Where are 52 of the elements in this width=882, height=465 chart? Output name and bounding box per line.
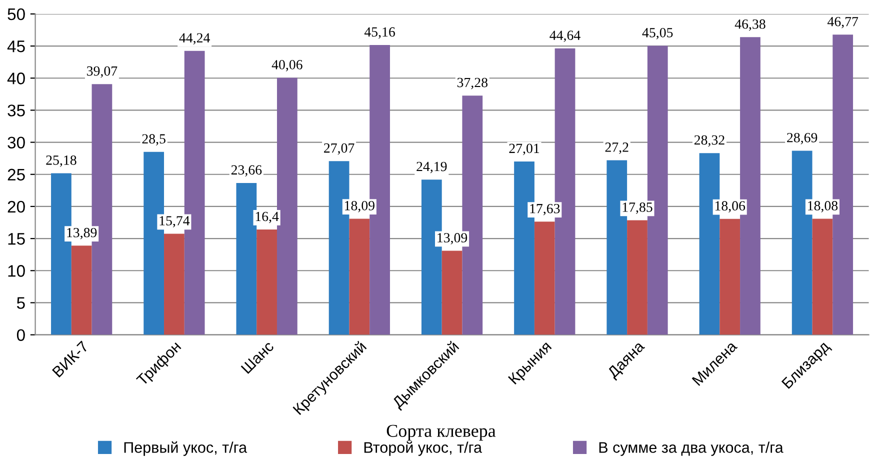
y-tick-label: 25 xyxy=(8,168,25,181)
y-tick-label: 10 xyxy=(8,265,25,277)
bar xyxy=(349,218,370,335)
y-tick-label: 50 xyxy=(8,8,25,20)
y-tick-label: 0 xyxy=(16,329,25,342)
y-tick-label: 40 xyxy=(7,72,25,84)
data-label: 27,01 xyxy=(509,144,540,156)
bar xyxy=(627,220,648,335)
data-label: 17,85 xyxy=(622,202,652,214)
data-label: 18,08 xyxy=(808,201,838,212)
data-label: 27,2 xyxy=(605,142,628,154)
y-tick-label: 45 xyxy=(7,40,25,52)
data-label: 40,06 xyxy=(272,60,302,72)
data-label: 18,09 xyxy=(345,200,374,212)
legend-label: В сумме за два укоса, т/га xyxy=(599,442,784,456)
data-label: 39,07 xyxy=(87,66,118,78)
y-tick-label: 20 xyxy=(8,200,25,213)
data-label: 15,74 xyxy=(160,216,190,228)
bar xyxy=(236,182,257,335)
data-label: 18,06 xyxy=(715,201,746,213)
data-label: 23,66 xyxy=(231,165,262,177)
data-label: 45,05 xyxy=(642,28,673,40)
y-tick-label: 15 xyxy=(8,233,25,245)
x-axis-title: Сорта клевера xyxy=(386,424,496,441)
bar xyxy=(442,250,462,335)
bar xyxy=(164,234,184,335)
bar xyxy=(534,222,555,335)
data-label: 44,64 xyxy=(550,30,580,42)
y-tick-label: 30 xyxy=(8,136,25,148)
data-label: 45,16 xyxy=(364,27,395,39)
data-label: 28,5 xyxy=(142,134,166,146)
bar xyxy=(71,246,92,335)
legend-label: Второй укос, т/га xyxy=(364,441,482,456)
data-label: 17,63 xyxy=(530,204,560,216)
data-label: 28,32 xyxy=(694,135,724,147)
bar xyxy=(256,230,277,335)
y-tick-label: 35 xyxy=(8,104,25,116)
legend-label: Первый укос, т/га xyxy=(124,441,248,456)
data-label: 27,07 xyxy=(324,143,354,155)
data-label: 25,18 xyxy=(46,155,76,167)
data-label: 13,09 xyxy=(438,233,468,244)
data-label: 46,38 xyxy=(734,19,766,31)
data-label: 46,77 xyxy=(827,16,858,28)
data-label: 13,89 xyxy=(67,228,97,240)
data-label: 44,24 xyxy=(179,33,210,45)
bar xyxy=(720,218,740,335)
data-label: 28,69 xyxy=(787,132,818,144)
data-label: 24,19 xyxy=(416,162,447,174)
y-tick-label: 5 xyxy=(16,297,25,309)
data-label: 37,28 xyxy=(457,78,488,90)
data-label: 16,4 xyxy=(256,212,279,224)
bar xyxy=(812,218,833,335)
